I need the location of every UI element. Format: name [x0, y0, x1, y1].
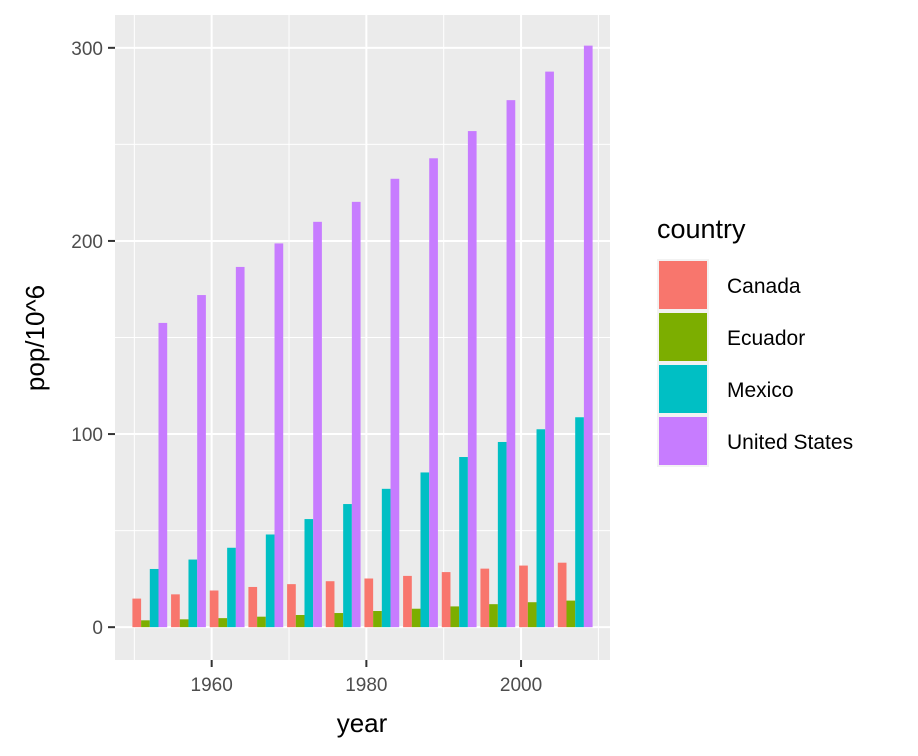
bar: [248, 586, 258, 628]
bar: [411, 608, 421, 628]
bar: [265, 534, 275, 628]
bar: [141, 620, 150, 628]
bar: [287, 584, 296, 628]
bar: [257, 616, 266, 628]
bar: [497, 441, 507, 628]
x-axis-title: year: [337, 708, 388, 738]
y-axis: 0 100 200 300: [71, 39, 115, 639]
bar: [459, 457, 468, 628]
bar: [179, 619, 189, 628]
bar: [227, 547, 236, 628]
bar: [441, 572, 451, 628]
legend-label: Ecuador: [727, 327, 805, 350]
bar: [235, 266, 245, 628]
bars: [132, 45, 593, 628]
bar: [480, 568, 490, 628]
legend-swatch: [659, 417, 707, 465]
bar: [209, 590, 219, 628]
bar: [467, 131, 477, 628]
bar: [334, 613, 344, 628]
bar: [489, 604, 498, 628]
legend-swatch: [659, 365, 707, 413]
bar: [527, 602, 537, 628]
bar: [403, 575, 412, 628]
legend-swatch: [659, 261, 707, 309]
bar: [158, 322, 168, 628]
bar: [274, 243, 284, 628]
bar: [381, 488, 391, 628]
legend: country Canada Ecuador Mexico United States: [657, 214, 853, 467]
legend-label: Canada: [727, 275, 801, 298]
legend-label: United States: [727, 431, 853, 454]
bar: [575, 417, 584, 628]
x-tick-label: 2000: [500, 675, 542, 696]
bar: [343, 504, 352, 628]
y-axis-title: pop/10^6: [20, 285, 50, 391]
legend-title: country: [657, 214, 746, 244]
bar: [197, 295, 206, 628]
bar: [364, 578, 374, 628]
bar: [188, 559, 198, 628]
y-tick-label: 0: [92, 618, 103, 639]
bar: [149, 568, 159, 628]
y-tick-label: 200: [71, 232, 103, 253]
bar: [132, 598, 142, 628]
bar: [450, 606, 460, 628]
bar: [420, 472, 430, 628]
bar: [171, 594, 180, 628]
bar: [429, 158, 438, 628]
bar: [390, 178, 400, 628]
bar: [304, 519, 314, 628]
bar: [557, 562, 567, 628]
bar: [351, 201, 361, 628]
bar: [545, 71, 554, 628]
legend-label: Mexico: [727, 379, 794, 402]
x-tick-label: 1960: [191, 675, 233, 696]
bar: [506, 100, 516, 628]
bar: [519, 565, 528, 628]
legend-swatch: [659, 313, 707, 361]
y-tick-label: 300: [71, 39, 103, 60]
bar: [373, 611, 382, 628]
bar: [536, 429, 546, 628]
x-axis: 1960 1980 2000: [191, 660, 542, 696]
bar: [325, 581, 335, 628]
x-tick-label: 1980: [345, 675, 387, 696]
bar: [295, 615, 305, 628]
bar: [218, 618, 228, 628]
y-tick-label: 100: [71, 425, 103, 446]
bar: [313, 221, 322, 628]
bar: [583, 45, 593, 628]
bar: [566, 600, 576, 628]
